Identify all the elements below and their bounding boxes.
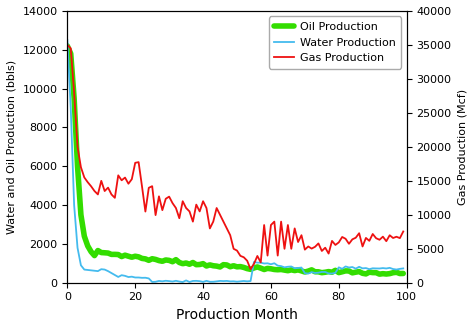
Legend: Oil Production, Water Production, Gas Production: Oil Production, Water Production, Gas Pr… — [269, 16, 401, 69]
Line: Oil Production: Oil Production — [67, 46, 403, 274]
Line: Water Production: Water Production — [67, 40, 403, 282]
Oil Production — [264, 266, 270, 270]
Oil Production — [387, 272, 392, 276]
Gas Production — [377, 238, 383, 242]
Water Production — [241, 279, 246, 283]
Y-axis label: Water and Oil Production (bbls): Water and Oil Production (bbls) — [7, 60, 17, 234]
Oil Production — [129, 255, 135, 259]
X-axis label: Production Month: Production Month — [176, 308, 298, 322]
Oil Production — [401, 271, 406, 275]
Water Production — [180, 280, 185, 284]
Gas Production — [143, 210, 148, 214]
Oil Production — [143, 257, 148, 261]
Line: Gas Production: Gas Production — [67, 45, 403, 269]
Oil Production — [64, 44, 70, 48]
Water Production — [129, 275, 135, 279]
Gas Production — [387, 233, 392, 237]
Y-axis label: Gas Production (Mcf): Gas Production (Mcf) — [457, 89, 467, 205]
Oil Production — [237, 265, 243, 268]
Gas Production — [64, 43, 70, 47]
Water Production — [143, 276, 148, 280]
Water Production — [268, 262, 274, 266]
Gas Production — [248, 267, 254, 271]
Oil Production — [373, 271, 379, 275]
Oil Production — [377, 272, 383, 276]
Gas Production — [401, 230, 406, 234]
Gas Production — [268, 223, 274, 227]
Water Production — [377, 266, 383, 270]
Gas Production — [237, 254, 243, 258]
Water Production — [401, 266, 406, 270]
Water Production — [387, 266, 392, 270]
Gas Production — [129, 177, 135, 181]
Water Production — [64, 38, 70, 42]
